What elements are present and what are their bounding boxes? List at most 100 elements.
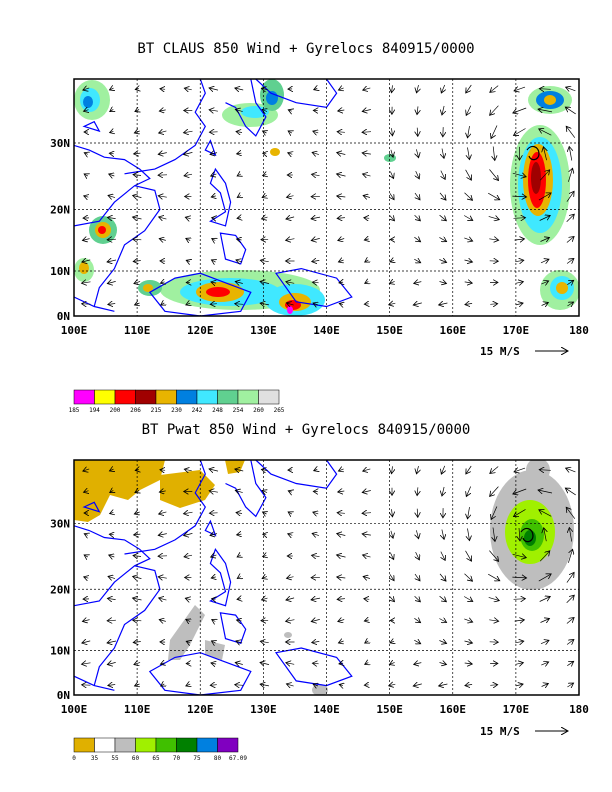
wind-vector: [108, 685, 116, 686]
longitude-tick-label: 170E: [503, 324, 530, 337]
wind-vector: [160, 282, 164, 283]
wind-vector: [391, 530, 393, 538]
wind-vector: [212, 218, 216, 219]
wind-vector: [237, 153, 242, 154]
wind-vector: [135, 110, 139, 112]
wind-vector: [491, 125, 498, 139]
wind-vector: [313, 303, 318, 305]
wind-vector: [107, 662, 116, 664]
wind-vector: [135, 470, 139, 471]
colorbar-swatch: [155, 389, 177, 405]
wind-vector: [314, 469, 318, 470]
wind-vector: [107, 641, 117, 643]
wind-vector: [133, 217, 142, 219]
wind-vector: [540, 640, 549, 643]
wind-vector: [338, 110, 345, 111]
wind-vector: [362, 513, 372, 514]
wind-vector: [362, 534, 371, 535]
wind-vector: [465, 550, 472, 561]
wind-vector: [439, 595, 447, 602]
wind-vector: [209, 110, 218, 111]
bottom-map-frame: [73, 459, 580, 696]
top-vector-reference-label: 15 M/S: [480, 345, 520, 358]
wind-vector: [392, 466, 393, 473]
wind-vector: [235, 109, 243, 111]
wind-vector: [211, 196, 216, 197]
wind-vector: [489, 169, 499, 181]
wind-vector: [133, 576, 142, 578]
wind-vector: [441, 170, 445, 180]
wind-vector: [109, 153, 113, 154]
wind-vector: [490, 105, 499, 116]
wind-vector: [567, 280, 573, 284]
wind-vector: [566, 237, 574, 243]
wind-vector: [237, 174, 241, 176]
top-cloud-shading: [74, 79, 579, 316]
wind-vector: [339, 663, 343, 664]
coastline-segment: [208, 167, 232, 227]
wind-vector: [414, 618, 420, 622]
wind-vector: [184, 555, 193, 557]
wind-vector: [263, 555, 267, 556]
wind-vector: [82, 260, 91, 262]
wind-vector: [212, 620, 216, 622]
wind-vector: [313, 512, 318, 514]
wind-vector: [539, 597, 551, 602]
wind-vector: [135, 684, 140, 686]
wind-vector: [108, 304, 116, 305]
wind-vector: [538, 109, 553, 112]
wind-vector: [312, 174, 320, 175]
bottom-wind-vectors: [82, 465, 576, 687]
wind-vector: [133, 175, 142, 176]
wind-vector: [362, 110, 371, 112]
wind-vector: [338, 260, 343, 262]
wind-vector: [160, 89, 165, 90]
wind-vector: [539, 510, 552, 517]
wind-vector: [109, 469, 113, 471]
wind-vector: [338, 641, 343, 643]
wind-vector: [439, 214, 447, 221]
coastline-segment: [274, 647, 353, 687]
bottom-vector-reference-label: 15 M/S: [480, 725, 520, 738]
wind-vector: [235, 282, 243, 284]
wind-vector: [107, 281, 116, 283]
wind-vector: [235, 88, 244, 90]
wind-vector: [569, 528, 571, 542]
wind-vector: [236, 641, 243, 643]
wind-vector: [159, 620, 166, 622]
colorbar-label: 215: [151, 407, 162, 414]
wind-vector: [237, 620, 242, 621]
longitude-tick-label: 150E: [376, 324, 403, 337]
wind-vector: [363, 577, 370, 579]
wind-vector: [211, 174, 217, 176]
wind-vector: [184, 174, 193, 176]
wind-vector: [566, 87, 576, 91]
wind-vector: [417, 508, 418, 518]
wind-vector: [159, 110, 166, 111]
wind-vector: [184, 152, 193, 154]
wind-vector: [134, 662, 141, 664]
wind-vector: [159, 131, 167, 133]
wind-vector: [519, 527, 520, 541]
wind-vector: [390, 552, 393, 560]
wind-vector: [568, 168, 572, 182]
top-colorbar: 185 194 200 206 215 230 242 248 254 260 265: [69, 389, 285, 414]
wind-vector: [513, 107, 527, 113]
colorbar-label: 200: [110, 407, 121, 414]
wind-vector: [566, 191, 574, 202]
wind-vector: [490, 85, 499, 93]
wind-vector: [468, 126, 470, 138]
wind-vector: [184, 469, 192, 471]
latitude-tick-label: 30N: [50, 517, 70, 530]
wind-vector: [489, 620, 498, 621]
wind-vector: [186, 303, 190, 305]
wind-vector: [539, 129, 552, 136]
wind-vector: [237, 577, 241, 579]
wind-vector: [263, 153, 267, 154]
top-gyre-symbol: [526, 145, 540, 161]
wind-vector: [110, 512, 114, 513]
top-wind-vectors: [82, 84, 576, 306]
wind-vector: [468, 147, 470, 159]
longitude-tick-label: 140E: [313, 703, 340, 716]
wind-vector: [186, 641, 190, 642]
